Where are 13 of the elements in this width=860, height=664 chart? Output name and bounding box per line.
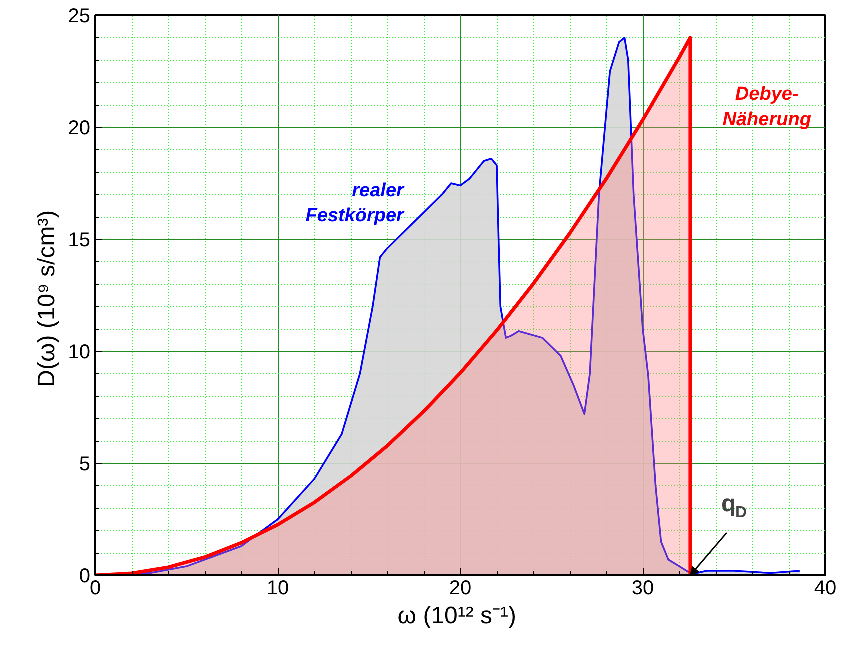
y-tick-label: 15 — [68, 230, 91, 252]
x-axis-title: ω (10¹² s⁻¹) — [398, 602, 517, 630]
x-tick-label: 30 — [632, 578, 654, 600]
y-tick-label: 25 — [68, 6, 91, 28]
series-label: realer Festkörper — [306, 180, 406, 227]
y-tick-label: 20 — [68, 118, 91, 140]
y-tick-label: 5 — [79, 454, 90, 476]
series-label: Debye-Näherung — [722, 84, 812, 130]
x-tick-label: 40 — [814, 578, 837, 600]
x-tick-label: 20 — [449, 578, 472, 600]
x-tick-label: 10 — [266, 578, 290, 600]
y-tick-label: 10 — [68, 342, 91, 364]
y-axis-title: D(ω) (10⁹ s/cm³) — [33, 210, 60, 388]
